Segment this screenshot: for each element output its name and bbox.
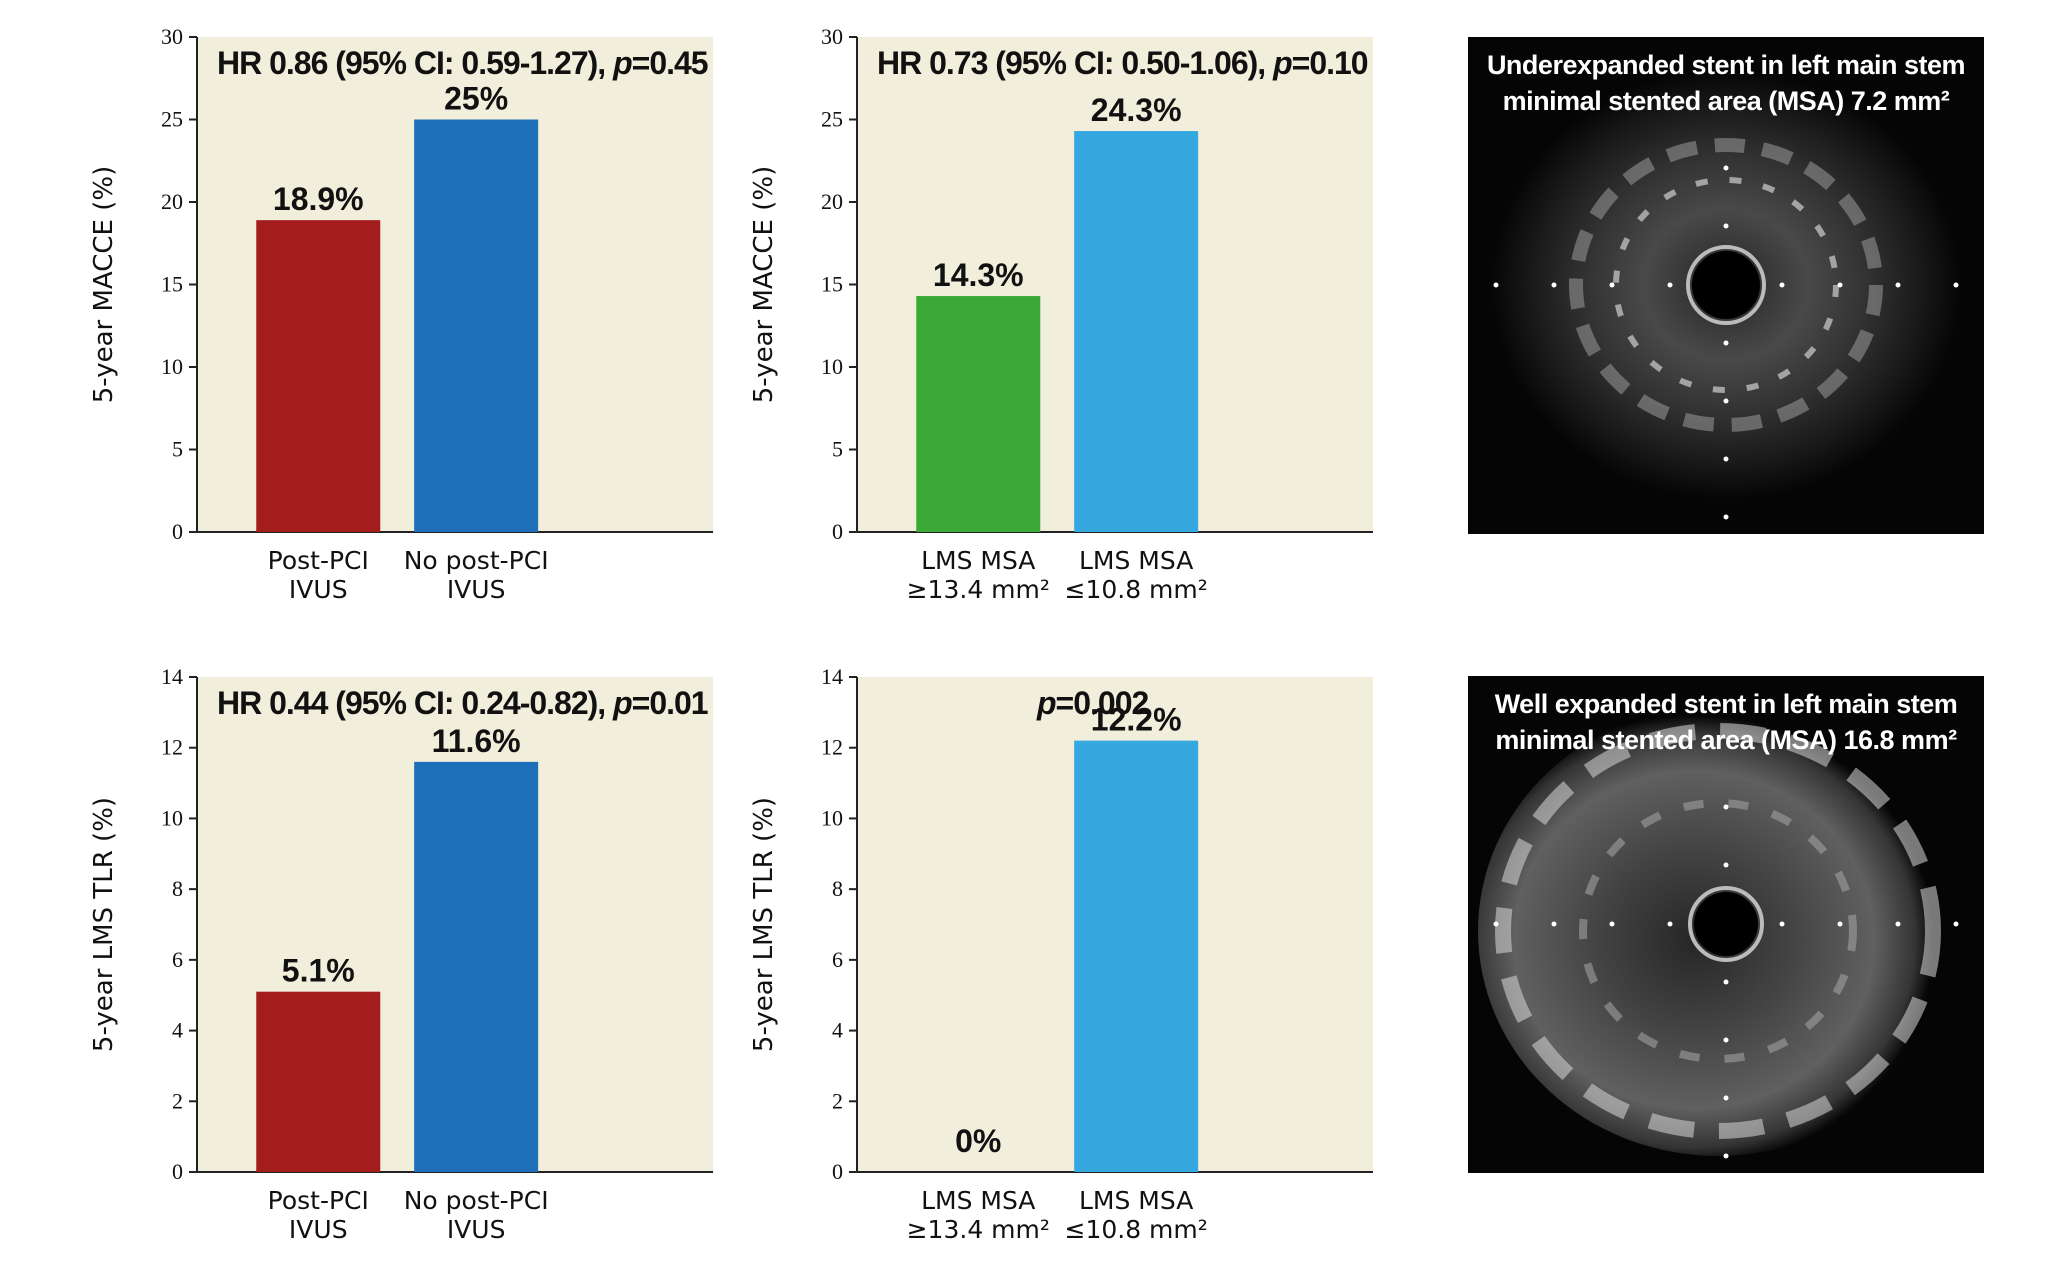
data-label: 18.9% [273, 181, 364, 217]
bar [256, 991, 381, 1172]
y-axis-title: 5-year LMS TLR (%) [89, 797, 119, 1052]
bar-chart: 0 5 10 15 20 25 30 5-year MACCE (%) 18.9% Post-PC… [89, 24, 713, 604]
x-category-label: ≥13.4 mm² [907, 575, 1050, 604]
ivus-caption-bottom-line1: Well expanded stent in left main stem [1494, 689, 1958, 719]
y-tick-label: 15 [161, 272, 183, 297]
hazard-ratio-annotation: HR 0.86 (95% CI: 0.59-1.27), p=0.45 [217, 45, 708, 81]
y-tick-label: 30 [821, 24, 843, 49]
y-tick-label: 14 [821, 664, 843, 689]
x-category-label: LMS MSA [1079, 546, 1193, 575]
y-tick-label: 0 [832, 519, 843, 544]
x-category-label: LMS MSA [1079, 1186, 1193, 1215]
ivus-caption-top-line2: minimal stented area (MSA) 7.2 mm² [1502, 86, 1950, 116]
y-tick-label: 2 [832, 1088, 843, 1113]
y-tick-label: 0 [172, 1159, 183, 1184]
bar-chart: 0 2 4 6 8 10 12 14 5-year LMS TLR (%) 5.1% Post-PC… [89, 664, 713, 1244]
chart-panel-macce-ivus: 0 5 10 15 20 25 30 5-year MACCE (%) 18.9% Post-PC… [80, 20, 720, 625]
ivus-caption-bottom-line2: minimal stented area (MSA) 16.8 mm² [1495, 725, 1957, 755]
data-label: 5.1% [282, 953, 355, 989]
data-label: 0% [955, 1123, 1001, 1159]
data-label: 25% [444, 81, 508, 117]
x-category-label: LMS MSA [921, 1186, 1035, 1215]
y-tick-label: 6 [832, 947, 843, 972]
y-tick-label: 20 [821, 189, 843, 214]
y-tick-label: 25 [821, 107, 843, 132]
x-category-label: ≥13.4 mm² [907, 1215, 1050, 1244]
data-label: 24.3% [1091, 92, 1182, 128]
y-tick-label: 4 [172, 1018, 183, 1043]
y-axis-title: 5-year MACCE (%) [749, 166, 779, 404]
y-tick-label: 20 [161, 189, 183, 214]
ivus-image-well-expanded: Well expanded stent in left main stem mi… [1468, 676, 1984, 1173]
y-tick-label: 6 [172, 947, 183, 972]
data-label: 11.6% [432, 723, 521, 759]
y-tick-label: 4 [832, 1018, 843, 1043]
hazard-ratio-annotation: HR 0.73 (95% CI: 0.50-1.06), p=0.10 [877, 45, 1368, 81]
hazard-ratio-annotation: p=0.002 [1036, 685, 1149, 721]
hazard-ratio-annotation: HR 0.44 (95% CI: 0.24-0.82), p=0.01 [217, 685, 708, 721]
y-tick-label: 30 [161, 24, 183, 49]
y-axis-title: 5-year MACCE (%) [89, 166, 119, 404]
bar [1074, 740, 1199, 1172]
x-category-label: IVUS [289, 1215, 348, 1244]
x-category-label: IVUS [289, 575, 348, 604]
chart-panel-tlr-ivus: 0 2 4 6 8 10 12 14 5-year LMS TLR (%) 5.1% Post-PC… [80, 660, 720, 1265]
y-tick-label: 0 [832, 1159, 843, 1184]
y-axis-title: 5-year LMS TLR (%) [749, 797, 779, 1052]
y-tick-label: 10 [821, 354, 843, 379]
x-category-label: Post-PCI [268, 546, 369, 575]
y-tick-label: 25 [161, 107, 183, 132]
chart-panel-macce-msa: 0 5 10 15 20 25 30 5-year MACCE (%) 14.3% LMS MSA… [740, 20, 1380, 625]
bar [414, 761, 539, 1172]
bar [916, 296, 1041, 532]
y-tick-label: 0 [172, 519, 183, 544]
y-tick-label: 8 [832, 876, 843, 901]
x-category-label: ≤10.8 mm² [1065, 1215, 1208, 1244]
y-tick-label: 2 [172, 1088, 183, 1113]
y-tick-label: 10 [821, 805, 843, 830]
x-category-label: Post-PCI [268, 1186, 369, 1215]
bar [414, 119, 539, 532]
y-tick-label: 10 [161, 805, 183, 830]
chart-panel-tlr-msa: 0 2 4 6 8 10 12 14 5-year LMS TLR (%) 0% LMS MSA ≥1… [740, 660, 1380, 1265]
y-tick-label: 8 [172, 876, 183, 901]
ivus-scan-top [1491, 70, 1961, 520]
x-category-label: No post-PCI [404, 1186, 549, 1215]
bar [1074, 131, 1199, 533]
bar [256, 220, 381, 532]
x-category-label: IVUS [447, 1215, 506, 1244]
x-category-label: No post-PCI [404, 546, 549, 575]
y-tick-label: 12 [161, 735, 183, 760]
bar-chart: 0 5 10 15 20 25 30 5-year MACCE (%) 14.3% LMS MSA… [749, 24, 1373, 604]
y-tick-label: 15 [821, 272, 843, 297]
ivus-image-underexpanded: Underexpanded stent in left main stem mi… [1468, 37, 1984, 534]
y-tick-label: 5 [832, 437, 843, 462]
y-tick-label: 5 [172, 437, 183, 462]
data-label: 12.2% [1091, 702, 1182, 738]
y-tick-label: 10 [161, 354, 183, 379]
ivus-caption-bottom: Well expanded stent in left main stem mi… [1468, 686, 1984, 758]
y-tick-label: 14 [161, 664, 183, 689]
ivus-caption-top: Underexpanded stent in left main stem mi… [1468, 47, 1984, 119]
x-category-label: ≤10.8 mm² [1065, 575, 1208, 604]
ivus-scan-bottom [1478, 706, 1959, 1159]
x-category-label: IVUS [447, 575, 506, 604]
data-label: 14.3% [933, 257, 1024, 293]
ivus-caption-top-line1: Underexpanded stent in left main stem [1486, 50, 1966, 80]
y-tick-label: 12 [821, 735, 843, 760]
x-category-label: LMS MSA [921, 546, 1035, 575]
